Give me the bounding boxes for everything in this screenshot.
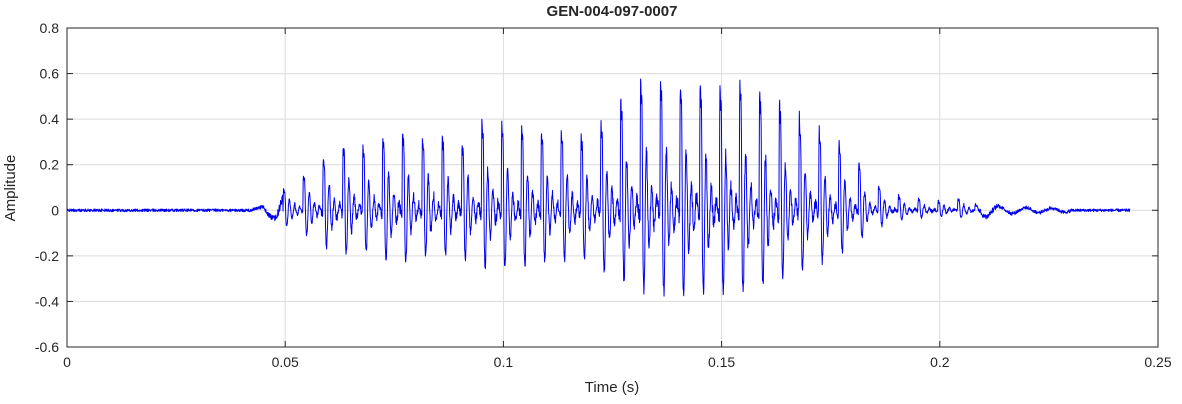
y-tick-label: 0.4 <box>40 111 60 127</box>
waveform-series <box>66 78 1131 297</box>
axes-box <box>66 27 1159 348</box>
y-tick-label: 0.6 <box>40 66 60 82</box>
waveform-path <box>66 78 1131 297</box>
x-tick-label: 0 <box>63 354 71 370</box>
plot-border <box>66 27 1159 348</box>
y-tick-label: -0.4 <box>35 293 59 309</box>
y-tick-label: -0.2 <box>35 248 59 264</box>
text-labels: GEN-004-097-0007 Time (s) Amplitude <box>2 3 677 396</box>
chart-title: GEN-004-097-0007 <box>547 3 678 20</box>
y-tick-label: 0.8 <box>40 20 60 36</box>
y-tick-label: 0.2 <box>40 157 60 173</box>
y-tick-label: 0 <box>51 202 59 218</box>
x-tick-label: 0.25 <box>1144 354 1171 370</box>
x-tick-label: 0.15 <box>708 354 735 370</box>
tick-labels: 0 0.05 0.1 0.15 0.2 0.25 -0.6 -0.4 -0.2 0 0.2 0.4 0.… <box>35 20 1172 370</box>
x-tick-label: 0.1 <box>494 354 514 370</box>
x-tick-label: 0.2 <box>930 354 950 370</box>
y-axis-label: Amplitude <box>2 155 19 222</box>
x-axis-label: Time (s) <box>585 379 639 396</box>
y-tick-label: -0.6 <box>35 339 59 355</box>
x-tick-label: 0.05 <box>272 354 299 370</box>
